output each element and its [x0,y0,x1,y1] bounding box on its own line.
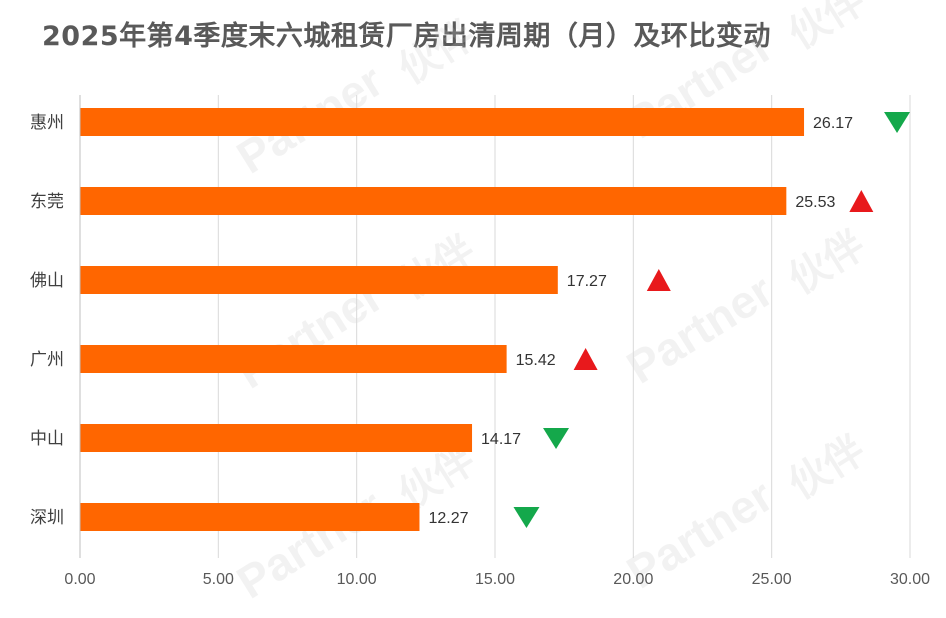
x-tick-label: 20.00 [613,571,653,588]
change-down-arrow-icon [543,428,570,449]
watermark-brand: 伙伴 [391,13,482,93]
data-label: 17.27 [567,273,607,290]
x-tick-label: 5.00 [203,571,234,588]
watermark-text: Partner [618,264,782,394]
change-up-arrow-icon [646,269,671,291]
change-down-arrow-icon [513,507,540,528]
watermark-brand: 伙伴 [781,428,872,508]
x-tick-label: 10.00 [337,571,377,588]
category-label: 东莞 [30,192,64,212]
data-label: 12.27 [428,510,468,527]
data-label: 15.42 [516,352,556,369]
bar [80,424,473,452]
data-label: 25.53 [795,194,835,211]
category-label: 佛山 [30,271,64,291]
change-down-arrow-icon [884,112,911,133]
bar [80,187,787,215]
x-tick-label: 0.00 [64,571,95,588]
gridlines [217,95,911,558]
category-label: 惠州 [30,113,64,133]
bar [80,266,558,294]
x-tick-label: 15.00 [475,571,515,588]
data-label: 14.17 [481,431,521,448]
change-up-arrow-icon [573,348,598,370]
bar [80,503,420,531]
bar [80,108,805,136]
x-axis: 0.00 5.00 10.00 15.00 20.00 25.00 30.00 [64,95,930,588]
chart-title: 2025年第4季度末六城租赁厂房出清周期（月）及环比变动 [42,21,771,52]
watermark-brand: 伙伴 [781,223,872,303]
change-up-arrow-icon [849,190,874,212]
category-label: 中山 [30,429,64,449]
watermark-brand: 伙伴 [781,0,872,58]
labels: 惠州 26.17 东莞 25.53 佛山 17.27 广州 15.42 中山 14.17 深圳 12.… [30,112,911,528]
x-tick-label: 25.00 [752,571,792,588]
category-label: 深圳 [30,508,64,528]
category-label: 广州 [30,350,64,370]
x-tick-label: 30.00 [890,571,930,588]
bars [80,108,805,531]
data-label: 26.17 [813,115,853,132]
watermark-text: Partner [228,479,392,609]
bar [80,345,507,373]
